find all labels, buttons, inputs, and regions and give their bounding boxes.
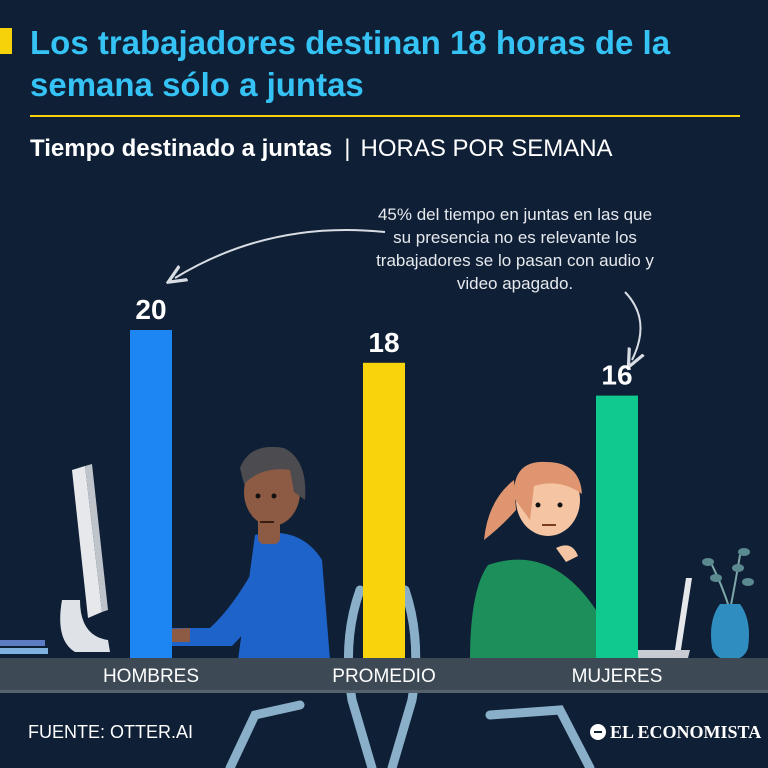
category-label-promedio: PROMEDIO <box>332 666 435 687</box>
annotation-arrow-right <box>624 291 641 360</box>
category-labels-group: HOMBRES PROMEDIO MUJERES <box>103 666 662 687</box>
plant-illustration <box>702 548 754 660</box>
value-labels-group: 20 18 16 <box>135 294 632 391</box>
chart-subtitle: Tiempo destinado a juntas | HORAS POR SEMA… <box>30 135 613 163</box>
annotation-note: 45% del tiempo en juntas en las que su p… <box>376 205 654 293</box>
brand-name: EL ECONOMISTA <box>610 722 762 742</box>
value-label-mujeres: 16 <box>601 360 632 391</box>
chart-title: Los trabajadores destinan 18 horas de la… <box>30 24 671 103</box>
brand-logo: EL ECONOMISTA <box>590 722 761 743</box>
accent-bar <box>0 28 12 54</box>
desk-top <box>0 658 768 692</box>
subtitle-separator: | <box>344 135 351 162</box>
annotation-arrow-left <box>175 229 386 278</box>
subtitle-main: Tiempo destinado a juntas <box>30 135 333 162</box>
bars-group <box>130 330 638 658</box>
bar-promedio <box>363 362 405 658</box>
source-note: FUENTE: OTTER.AI <box>28 722 194 742</box>
category-label-mujeres: MUJERES <box>572 666 663 687</box>
category-label-hombres: HOMBRES <box>103 666 199 687</box>
title-divider <box>30 115 740 117</box>
value-label-promedio: 18 <box>368 327 399 358</box>
woman-illustration <box>470 461 632 660</box>
chairs <box>225 585 595 768</box>
bar-mujeres <box>596 395 638 658</box>
man-illustration <box>150 446 330 660</box>
bar-hombres <box>130 330 172 658</box>
desk-edge <box>0 690 768 693</box>
subtitle-unit: HORAS POR SEMANA <box>360 135 613 162</box>
monitor-illustration <box>0 464 110 654</box>
value-label-hombres: 20 <box>135 294 166 325</box>
brand-icon <box>590 724 606 740</box>
